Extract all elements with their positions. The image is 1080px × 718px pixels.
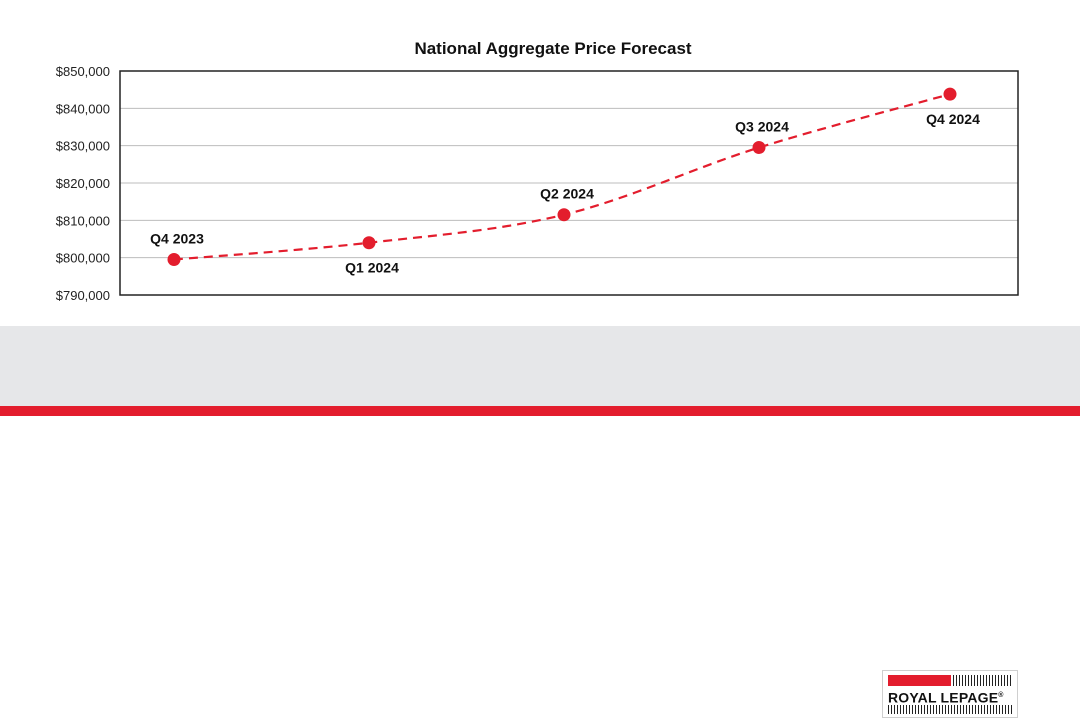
logo-red-band xyxy=(888,675,951,686)
series-layer xyxy=(167,87,957,267)
data-point xyxy=(362,236,376,250)
y-tick-label: $820,000 xyxy=(56,176,110,191)
logo-text: ROYAL LEPAGE xyxy=(888,689,999,706)
logo-wordmark: ROYAL LEPAGE® xyxy=(888,688,1016,706)
y-tick-label: $800,000 xyxy=(56,251,110,266)
footer-red-bar xyxy=(0,406,1080,416)
series-line xyxy=(173,93,951,261)
grid-lines xyxy=(120,107,1018,259)
y-tick-label: $840,000 xyxy=(56,101,110,116)
logo-registered-mark: ® xyxy=(998,692,1004,699)
point-label: Q4 2024 xyxy=(926,111,980,127)
point-label: Q4 2023 xyxy=(150,231,204,247)
logo-hatch-top xyxy=(953,675,1013,686)
line-chart: National Aggregate Price Forecast $850,0… xyxy=(56,39,1019,303)
chart-area: National Aggregate Price Forecast $850,0… xyxy=(0,0,1080,326)
footer-band: ROYAL LEPAGE® xyxy=(0,326,1080,718)
point-label: Q1 2024 xyxy=(345,260,399,276)
data-point xyxy=(752,141,766,155)
y-axis-ticks: $850,000 $840,000 $830,000 $820,000 $810,000… xyxy=(56,64,110,303)
data-point xyxy=(557,208,571,222)
point-label: Q3 2024 xyxy=(735,119,789,135)
point-label: Q2 2024 xyxy=(540,186,594,202)
y-tick-label: $830,000 xyxy=(56,139,110,154)
plot-frame xyxy=(119,70,1019,296)
y-tick-label: $790,000 xyxy=(56,288,110,303)
logo-hatch-bottom xyxy=(888,705,1013,714)
y-tick-label: $850,000 xyxy=(56,64,110,79)
chart-title: National Aggregate Price Forecast xyxy=(414,39,691,58)
point-labels: Q4 2023 Q1 2024 Q2 2024 Q3 2024 Q4 2024 xyxy=(150,111,980,276)
y-tick-label: $810,000 xyxy=(56,213,110,228)
data-point xyxy=(943,87,957,101)
royal-lepage-logo: ROYAL LEPAGE® xyxy=(882,670,1018,718)
data-point xyxy=(167,253,181,267)
